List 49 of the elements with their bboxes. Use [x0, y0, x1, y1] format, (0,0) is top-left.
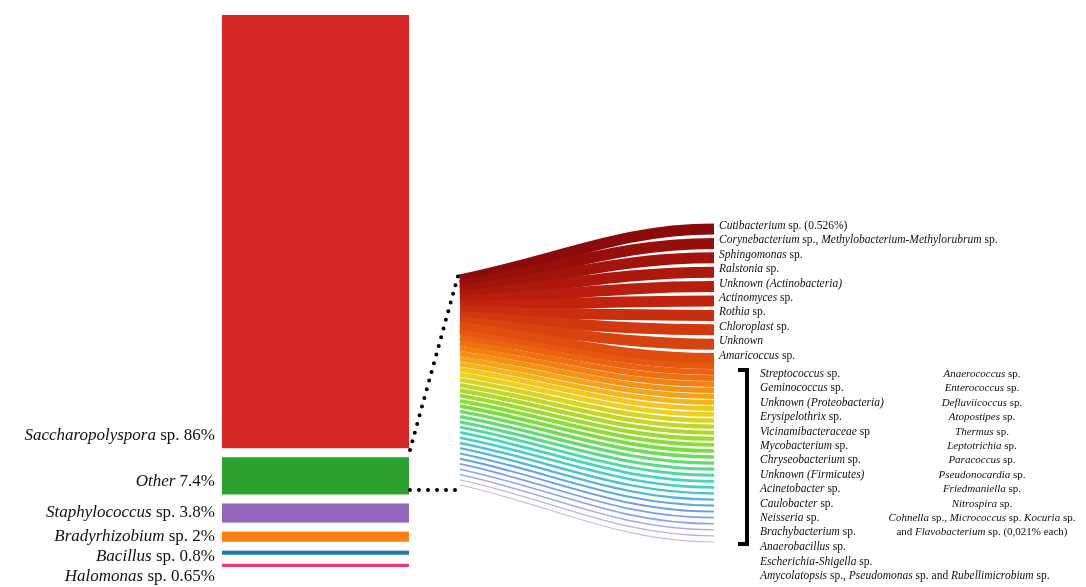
- data-label: 3.8%: [179, 501, 215, 521]
- text: Thermus sp.: [955, 424, 1010, 437]
- text: Brachybacterium sp.: [760, 525, 856, 539]
- text: Caulobacter sp.: [760, 496, 834, 510]
- data-label: 86%: [183, 425, 215, 445]
- text: Geminococcus sp.: [760, 381, 844, 395]
- category-label: Bacillus sp.: [95, 545, 176, 565]
- text: Actinomyces sp.: [718, 290, 794, 304]
- text: Unknown: [719, 333, 764, 346]
- text: Acinetobacter sp.: [759, 481, 841, 495]
- data-label: 2%: [192, 525, 215, 545]
- data-label: 0.65%: [171, 565, 215, 585]
- category-label: Staphylococcus sp.: [45, 501, 176, 521]
- text: Paracoccus sp.: [947, 452, 1016, 465]
- text: Chryseobacterium sp.: [760, 453, 862, 467]
- text: Rothia sp.: [718, 305, 766, 319]
- text: Unknown (Firmicutes): [760, 467, 865, 481]
- text: Ralstonia sp.: [718, 261, 780, 275]
- text: Mycobacterium sp.: [759, 438, 849, 452]
- category-label: Other: [135, 471, 176, 491]
- data-label: 7.4%: [179, 471, 215, 491]
- text: Cutibacterium sp. (0.526%): [719, 218, 848, 232]
- text: Anaerococcus sp.: [942, 366, 1021, 379]
- text: Unknown (Proteobacteria): [760, 395, 884, 409]
- category-label: Saccharopolyspora sp.: [24, 425, 180, 445]
- text: Friedmaniella sp.: [941, 481, 1022, 494]
- text: Corynebacterium sp., Methylobacterium-Methylorubrum sp.: [719, 233, 998, 247]
- text: and Flavobacterium sp. (0,021% each): [896, 524, 1068, 538]
- text: Vicinamibacteraceae sp: [760, 424, 871, 438]
- text: Unknown (Actinobacteria): [719, 276, 843, 290]
- category-label: Bradyrhizobium sp.: [54, 525, 189, 545]
- text: Chloroplast sp.: [719, 319, 790, 333]
- text: Neisseria sp.: [759, 510, 820, 524]
- category-label: Halomonas sp.: [63, 565, 167, 585]
- text: Erysipelothrix sp.: [759, 409, 842, 423]
- text: Escherichia-Shigella sp.: [759, 554, 873, 568]
- text: Cohnella sp., Micrococcus sp. Kocuria sp.: [888, 510, 1076, 523]
- text: Amaricoccus sp.: [718, 348, 796, 362]
- text: Leptotrichia sp.: [946, 438, 1018, 451]
- text: Atopostipes sp.: [947, 409, 1016, 422]
- text: Pseudonocardia sp.: [937, 467, 1026, 480]
- text: Amycolatopsis sp., Pseudomonas sp. and Rubellimicrobium sp.: [759, 568, 1050, 582]
- text: Streptococcus sp.: [760, 366, 841, 380]
- text: Enterococcus sp.: [943, 380, 1020, 393]
- text: Defluviicoccus sp.: [940, 395, 1023, 408]
- text: Sphingomonas sp.: [719, 247, 803, 261]
- text: Nitrospira sp.: [950, 496, 1013, 509]
- data-label: 0.8%: [179, 545, 215, 565]
- text: Anaerobacillus sp.: [759, 539, 846, 553]
